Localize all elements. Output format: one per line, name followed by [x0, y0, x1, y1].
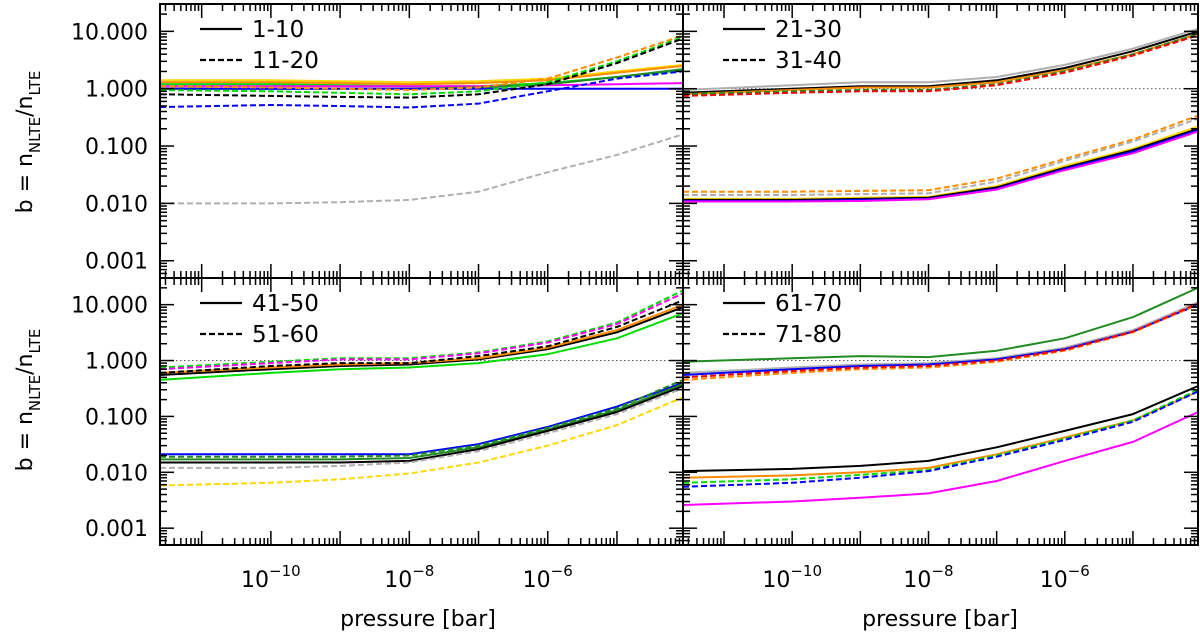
panel-frame	[682, 277, 1199, 546]
series-line-41-50	[160, 306, 683, 376]
series-line-31-40	[683, 33, 1198, 96]
panel-frame	[159, 3, 684, 279]
series-line-1-10	[160, 64, 683, 86]
y-tick-label: 0.010	[85, 461, 148, 486]
legend: 41-50 51-60	[200, 291, 319, 348]
series-line-11-20	[160, 70, 683, 109]
y-axis-label-bottom: b = nNLTE/nLTE	[13, 329, 44, 472]
panel-top-right: 21-30 31-40	[683, 3, 1199, 279]
y-tick-label: 0.001	[85, 250, 148, 275]
series-line-41-50	[160, 383, 683, 461]
series-line-51-60	[160, 292, 683, 371]
legend: 61-70 71-80	[723, 291, 842, 348]
y-tick-label: 10.000	[71, 294, 148, 319]
series-line-71-80	[683, 388, 1198, 484]
series-line-21-30	[683, 125, 1198, 200]
series-group	[683, 286, 1198, 506]
tick-labels: 10.000 1.000 0.100 0.010 0.001 10.000 1.000 0.1…	[71, 20, 1090, 593]
series-line-31-40	[683, 117, 1198, 196]
series-line-1-10	[160, 63, 683, 84]
panels: 1-10 11-20 21-30 31-40 41-50 51-60 61-70 71-80	[160, 3, 1199, 546]
series-line-71-80	[683, 390, 1198, 488]
legend-label: 71-80	[775, 322, 842, 348]
series-line-61-70	[683, 385, 1198, 473]
y-tick-label: 0.001	[85, 517, 148, 542]
series-group	[160, 289, 683, 487]
series-line-41-50	[160, 381, 683, 456]
series-line-1-10	[160, 82, 683, 88]
y-tick-label: 1.000	[85, 350, 148, 375]
legend: 21-30 31-40	[723, 17, 842, 74]
series-line-51-60	[160, 289, 683, 369]
series-line-61-70	[683, 286, 1198, 363]
series-line-51-60	[160, 299, 683, 374]
x-axis-label-left: pressure [bar]	[340, 607, 496, 632]
series-line-61-70	[683, 390, 1198, 479]
legend-label: 61-70	[775, 291, 842, 317]
y-tick-label: 0.010	[85, 192, 148, 217]
series-line-21-30	[683, 28, 1198, 91]
axes-frame	[159, 3, 1199, 546]
x-axis-label-right: pressure [bar]	[862, 607, 1018, 632]
legend-label: 21-30	[775, 17, 842, 43]
series-line-51-60	[160, 378, 683, 458]
series-line-31-40	[683, 114, 1198, 193]
series-group	[160, 34, 683, 205]
series-line-11-20	[160, 37, 683, 99]
series-line-21-30	[683, 127, 1198, 201]
series-line-21-30	[683, 130, 1198, 203]
y-tick-label: 0.100	[85, 405, 148, 430]
legend-label: 31-40	[775, 48, 842, 74]
x-tick-label: 10−10	[241, 562, 301, 593]
panel-bottom-left: 41-50 51-60	[160, 277, 684, 546]
x-tick-label: 10−10	[762, 562, 822, 593]
legend-label: 41-50	[252, 291, 319, 317]
series-group	[683, 28, 1198, 203]
legend-label: 1-10	[252, 17, 304, 43]
series-line-41-50	[160, 385, 683, 464]
panel-top-left: 1-10 11-20	[160, 3, 684, 279]
series-line-61-70	[683, 411, 1198, 506]
series-line-11-20	[160, 133, 683, 205]
series-line-11-20	[160, 34, 683, 91]
x-tick-label: 10−6	[1040, 562, 1090, 593]
series-line-41-50	[160, 312, 683, 381]
y-axis-label-top: b = nNLTE/nLTE	[13, 71, 44, 214]
x-tick-label: 10−6	[523, 562, 573, 593]
x-tick-label: 10−8	[903, 562, 953, 593]
legend-label: 51-60	[252, 322, 319, 348]
x-tick-label: 10−8	[384, 562, 434, 593]
legend-label: 11-20	[252, 48, 319, 74]
series-line-21-30	[683, 30, 1198, 94]
series-line-41-50	[160, 303, 683, 374]
y-tick-label: 1.000	[85, 78, 148, 103]
y-tick-label: 10.000	[71, 20, 148, 45]
legend: 1-10 11-20	[200, 17, 319, 74]
series-line-61-70	[683, 301, 1198, 374]
y-tick-label: 0.100	[85, 135, 148, 160]
series-line-31-40	[683, 34, 1198, 97]
panel-bottom-right: 61-70 71-80	[683, 277, 1199, 546]
series-line-11-20	[160, 35, 683, 96]
panel-frame	[159, 277, 684, 546]
panel-frame	[682, 3, 1199, 279]
series-line-51-60	[160, 387, 683, 469]
series-line-51-60	[160, 396, 683, 487]
series-line-71-80	[683, 302, 1198, 379]
